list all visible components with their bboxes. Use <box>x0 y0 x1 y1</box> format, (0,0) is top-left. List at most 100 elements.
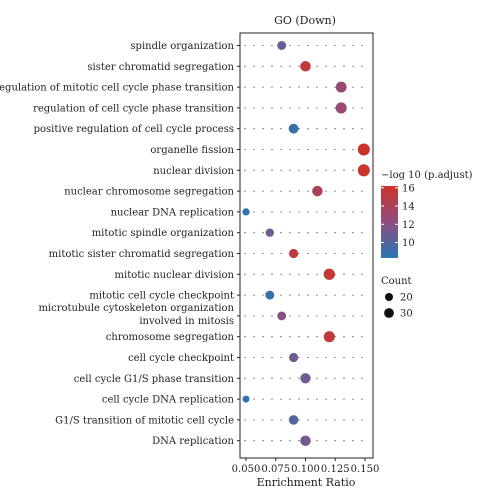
grid-dot <box>316 44 318 47</box>
grid-dot <box>361 398 363 400</box>
grid-dot <box>334 86 336 88</box>
grid-dot <box>244 252 246 255</box>
grid-dot <box>325 252 327 255</box>
grid-dot <box>316 65 318 67</box>
color-legend-ticks: 16 14 12 10 <box>381 183 415 249</box>
grid-dot <box>253 398 255 400</box>
grid-dot <box>361 211 363 213</box>
grid-dot <box>298 398 300 400</box>
grid-dot <box>325 65 327 67</box>
y-tick-label: organelle fission <box>150 145 234 156</box>
grid-dot <box>298 273 300 275</box>
grid-dot <box>343 440 345 442</box>
grid-dot <box>244 86 246 88</box>
x-axis-title: Enrichment Ratio <box>257 476 356 489</box>
grid-dot <box>361 65 363 67</box>
grid-dot <box>316 398 318 400</box>
grid-dot <box>289 273 291 275</box>
data-point <box>300 61 311 72</box>
grid-dot <box>316 232 318 234</box>
grid-dot <box>271 44 273 47</box>
color-legend-tick-label: 14 <box>402 202 415 213</box>
grid-dot <box>334 211 336 213</box>
grid-dot <box>316 107 318 109</box>
grid-dot <box>325 169 327 171</box>
size-legend-label: 30 <box>400 309 413 320</box>
grid-dot <box>280 294 282 296</box>
x-axis: 0.050 0.075 0.100 0.125 0.150 <box>232 458 379 475</box>
grid-dot <box>271 128 273 130</box>
grid-dot <box>343 377 345 379</box>
grid-dot <box>316 148 318 151</box>
data-point <box>277 41 287 50</box>
grid-dot <box>289 107 291 109</box>
grid-dot <box>253 65 255 67</box>
grid-dot <box>298 190 300 192</box>
grid-dot <box>334 169 336 171</box>
grid-dot <box>289 86 291 88</box>
grid-dot <box>280 107 282 109</box>
grid-dot <box>298 440 300 442</box>
grid-dot <box>289 44 291 47</box>
data-point <box>242 208 250 216</box>
grid-dot <box>253 44 255 47</box>
data-point <box>300 373 311 384</box>
grid-dot <box>253 86 255 88</box>
grid-dot <box>343 273 345 275</box>
grid-dot <box>244 107 246 109</box>
grid-dot <box>298 107 300 109</box>
grid-dot <box>253 315 255 317</box>
grid-dot <box>244 336 246 338</box>
y-tick-label: cell cycle checkpoint <box>128 353 234 364</box>
grid-dot <box>244 169 246 171</box>
grid-dot <box>253 252 255 255</box>
grid-dot <box>262 190 264 192</box>
grid-dot <box>316 294 318 296</box>
grid-dot <box>334 65 336 67</box>
grid-dot <box>325 419 327 421</box>
grid-dot <box>316 86 318 88</box>
grid-dot <box>343 232 345 234</box>
grid-dot <box>334 377 336 379</box>
y-tick-label: mitotic sister chromatid segregation <box>49 249 235 260</box>
data-point <box>288 415 299 425</box>
grid-dot <box>271 169 273 171</box>
grid-dot <box>352 398 354 400</box>
grid-dot <box>316 211 318 213</box>
grid-dot <box>316 419 318 421</box>
grid-dot <box>325 440 327 442</box>
grid-dot <box>334 252 336 255</box>
grid-dot <box>325 315 327 317</box>
grid-dot <box>307 211 309 213</box>
data-point <box>289 352 299 363</box>
grid-dot <box>307 294 309 296</box>
grid-dot <box>298 419 300 421</box>
grid-dot <box>307 190 309 192</box>
y-tick-label: nuclear chromosome segregation <box>64 187 234 198</box>
grid-dot <box>289 232 291 234</box>
grid-dot <box>271 107 273 109</box>
grid-dot <box>298 252 300 255</box>
y-tick-label: positive regulation of cell cycle proces… <box>34 124 234 135</box>
grid-dot <box>253 148 255 151</box>
data-point <box>288 123 299 134</box>
grid-dot <box>280 128 282 130</box>
data-point <box>265 228 274 237</box>
grid-dot <box>334 356 336 359</box>
grid-dot <box>271 419 273 421</box>
grid-dot <box>361 190 363 192</box>
grid-dot <box>343 336 345 338</box>
y-tick-label: nuclear DNA replication <box>111 207 235 218</box>
grid-dot <box>298 377 300 379</box>
grid-dot <box>298 294 300 296</box>
grid-dot <box>262 86 264 88</box>
grid-dot <box>253 356 255 359</box>
grid-dot <box>361 294 363 296</box>
grid-dot <box>298 44 300 47</box>
grid-dot <box>280 65 282 67</box>
grid-dot <box>289 65 291 67</box>
grid-dot <box>307 398 309 400</box>
grid-dot <box>262 148 264 151</box>
grid-dot <box>298 336 300 338</box>
